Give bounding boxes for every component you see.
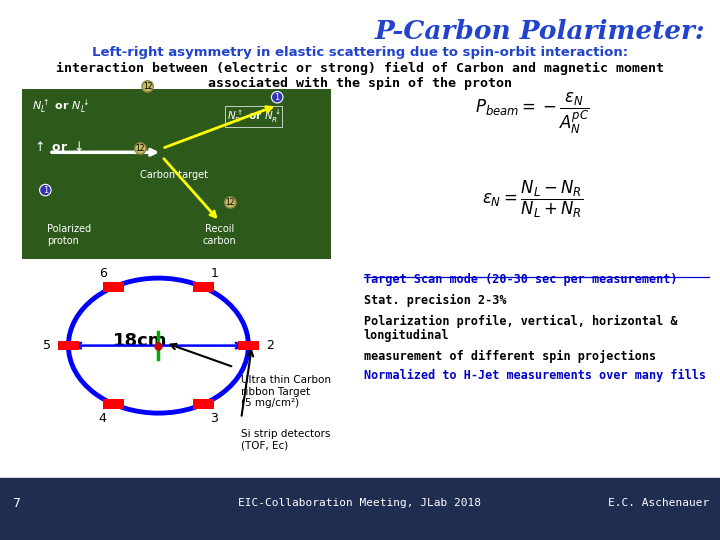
Text: 4: 4 (99, 411, 107, 424)
Text: 18cm: 18cm (113, 332, 168, 350)
FancyBboxPatch shape (58, 341, 79, 350)
Text: 12: 12 (143, 82, 153, 91)
FancyBboxPatch shape (102, 399, 124, 409)
Text: longitudinal: longitudinal (364, 329, 449, 342)
Text: 1: 1 (274, 93, 280, 102)
Text: Ultra thin Carbon
ribbon Target
(5 mg/cm²): Ultra thin Carbon ribbon Target (5 mg/cm… (241, 375, 331, 408)
Text: $N_L^\uparrow$ or $N_L^\downarrow$: $N_L^\uparrow$ or $N_L^\downarrow$ (32, 97, 90, 115)
FancyBboxPatch shape (103, 282, 125, 292)
Text: Left-right asymmetry in elastic scattering due to spin-orbit interaction:: Left-right asymmetry in elastic scatteri… (92, 46, 628, 59)
Text: Recoil
carbon: Recoil carbon (203, 224, 236, 246)
Text: Carbon target: Carbon target (140, 171, 208, 180)
Text: measurement of different spin projections: measurement of different spin projection… (364, 350, 656, 363)
Text: Polarized
proton: Polarized proton (47, 224, 91, 246)
Bar (0, 478, 720, 540)
Text: 7: 7 (13, 497, 21, 510)
FancyBboxPatch shape (238, 341, 259, 350)
Text: 3: 3 (210, 411, 218, 424)
Text: 6: 6 (99, 267, 107, 280)
Text: E.C. Aschenauer: E.C. Aschenauer (608, 498, 709, 508)
Text: 2: 2 (266, 339, 274, 352)
Text: $N_R^\uparrow$ or $N_R^\downarrow$: $N_R^\uparrow$ or $N_R^\downarrow$ (227, 108, 281, 125)
Text: 1: 1 (42, 186, 48, 194)
Bar (22, 89, 331, 259)
Text: Si strip detectors
(TOF, Eᴄ): Si strip detectors (TOF, Eᴄ) (241, 429, 330, 451)
Text: Polarization profile, vertical, horizontal &: Polarization profile, vertical, horizont… (364, 315, 677, 328)
Text: EIC-Collaboration Meeting, JLab 2018: EIC-Collaboration Meeting, JLab 2018 (238, 498, 482, 508)
Text: $P_{beam} = -\dfrac{\varepsilon_N}{A_N^{pC}}$: $P_{beam} = -\dfrac{\varepsilon_N}{A_N^{… (475, 91, 590, 136)
Text: 1: 1 (210, 267, 218, 280)
Text: 5: 5 (42, 339, 51, 352)
Text: 12: 12 (225, 198, 235, 207)
FancyBboxPatch shape (193, 282, 215, 292)
Text: Normalized to H-Jet measurements over many fills: Normalized to H-Jet measurements over ma… (364, 369, 706, 382)
Text: $\uparrow$ or $\downarrow$: $\uparrow$ or $\downarrow$ (32, 140, 84, 154)
Text: Target Scan mode (20-30 sec per measurement): Target Scan mode (20-30 sec per measurem… (364, 273, 677, 286)
Text: Stat. precision 2-3%: Stat. precision 2-3% (364, 294, 506, 307)
Text: $\varepsilon_N = \dfrac{N_L - N_R}{N_L + N_R}$: $\varepsilon_N = \dfrac{N_L - N_R}{N_L +… (482, 179, 583, 220)
Text: interaction between (electric or strong) field of Carbon and magnetic moment: interaction between (electric or strong)… (56, 62, 664, 75)
Text: associated with the spin of the proton: associated with the spin of the proton (208, 77, 512, 90)
FancyBboxPatch shape (193, 399, 215, 409)
Text: P-Carbon Polarimeter:: P-Carbon Polarimeter: (375, 19, 706, 44)
Text: 12: 12 (135, 144, 145, 153)
